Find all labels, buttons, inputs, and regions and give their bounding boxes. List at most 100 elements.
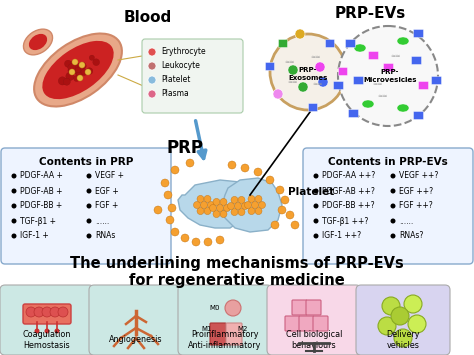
Circle shape	[208, 202, 215, 208]
Circle shape	[204, 196, 211, 202]
FancyBboxPatch shape	[267, 285, 361, 355]
FancyBboxPatch shape	[226, 323, 242, 345]
Circle shape	[58, 77, 66, 85]
Ellipse shape	[42, 41, 114, 99]
FancyBboxPatch shape	[299, 316, 314, 331]
Ellipse shape	[362, 100, 374, 108]
FancyBboxPatch shape	[419, 82, 428, 89]
Circle shape	[35, 328, 39, 333]
Circle shape	[255, 196, 262, 202]
FancyBboxPatch shape	[431, 76, 441, 84]
Ellipse shape	[34, 33, 122, 106]
FancyBboxPatch shape	[1, 148, 171, 264]
Text: RNAs: RNAs	[95, 231, 115, 240]
Circle shape	[64, 60, 72, 67]
Text: PRP: PRP	[166, 139, 203, 157]
Circle shape	[93, 59, 100, 66]
Text: TGF-β1 ++?: TGF-β1 ++?	[322, 217, 368, 225]
Circle shape	[313, 174, 319, 179]
Circle shape	[231, 208, 238, 215]
Circle shape	[75, 67, 81, 73]
Circle shape	[76, 72, 82, 78]
Circle shape	[281, 196, 289, 204]
Circle shape	[70, 60, 77, 67]
Text: ≈≈: ≈≈	[373, 82, 383, 87]
Circle shape	[192, 238, 200, 246]
FancyBboxPatch shape	[279, 39, 288, 48]
Circle shape	[313, 218, 319, 224]
Circle shape	[210, 204, 217, 212]
Circle shape	[166, 216, 174, 224]
Circle shape	[86, 68, 93, 75]
FancyBboxPatch shape	[0, 285, 94, 355]
Circle shape	[68, 64, 75, 71]
Text: Platelet: Platelet	[161, 76, 191, 84]
Text: The underlining mechanisms of PRP-EVs
for regenerative medicine: The underlining mechanisms of PRP-EVs fo…	[70, 256, 404, 288]
FancyBboxPatch shape	[313, 316, 328, 331]
Ellipse shape	[397, 104, 409, 112]
Text: Leukocyte: Leukocyte	[161, 61, 200, 71]
Text: IGF-1 ++?: IGF-1 ++?	[322, 231, 361, 240]
Ellipse shape	[354, 44, 366, 52]
Text: ≈≈: ≈≈	[288, 80, 298, 84]
Circle shape	[318, 77, 328, 87]
Circle shape	[298, 82, 308, 92]
Circle shape	[171, 228, 179, 236]
Text: VEGF +: VEGF +	[95, 171, 124, 180]
Circle shape	[186, 159, 194, 167]
Text: EGF ++?: EGF ++?	[399, 186, 433, 196]
Circle shape	[270, 34, 346, 110]
Circle shape	[391, 218, 395, 224]
Circle shape	[89, 55, 94, 60]
Text: PDGF-AA ++?: PDGF-AA ++?	[322, 171, 375, 180]
Text: VEGF ++?: VEGF ++?	[399, 171, 438, 180]
Circle shape	[148, 62, 156, 70]
Circle shape	[50, 307, 60, 317]
FancyBboxPatch shape	[354, 76, 364, 84]
Circle shape	[313, 234, 319, 239]
FancyBboxPatch shape	[383, 64, 393, 71]
Text: M2: M2	[238, 326, 248, 332]
Text: Contents in PRP: Contents in PRP	[39, 157, 133, 167]
Circle shape	[79, 62, 85, 68]
Text: IGF-1 +: IGF-1 +	[20, 231, 49, 240]
Circle shape	[86, 234, 91, 239]
Circle shape	[34, 307, 44, 317]
Text: PRP-
Microvesicles: PRP- Microvesicles	[363, 70, 417, 82]
FancyBboxPatch shape	[368, 51, 379, 60]
Circle shape	[288, 65, 298, 75]
Text: ......: ......	[95, 217, 109, 225]
Text: ......: ......	[399, 217, 413, 225]
Circle shape	[86, 218, 91, 224]
Circle shape	[391, 203, 395, 208]
Text: ≈≈: ≈≈	[313, 82, 323, 87]
Circle shape	[168, 204, 176, 212]
Circle shape	[171, 166, 179, 174]
Circle shape	[315, 62, 325, 72]
Circle shape	[217, 204, 224, 212]
Circle shape	[295, 29, 305, 39]
Circle shape	[286, 211, 294, 219]
Text: Cell biological
behaviours: Cell biological behaviours	[286, 330, 342, 350]
Circle shape	[252, 202, 258, 208]
Text: Coagulation
Hemostasis: Coagulation Hemostasis	[23, 330, 71, 350]
FancyBboxPatch shape	[413, 29, 423, 38]
Circle shape	[254, 168, 262, 176]
Text: Contents in PRP-EVs: Contents in PRP-EVs	[328, 157, 448, 167]
Circle shape	[391, 307, 409, 325]
FancyBboxPatch shape	[210, 323, 226, 345]
Circle shape	[391, 234, 395, 239]
Circle shape	[241, 164, 249, 172]
Circle shape	[276, 186, 284, 194]
Circle shape	[338, 26, 438, 126]
Circle shape	[255, 208, 262, 214]
Circle shape	[213, 198, 220, 206]
FancyBboxPatch shape	[142, 39, 243, 113]
Circle shape	[75, 66, 82, 73]
Circle shape	[11, 203, 17, 208]
Text: PRP-EVs: PRP-EVs	[334, 6, 406, 22]
Ellipse shape	[23, 29, 53, 55]
Text: Blood: Blood	[124, 11, 172, 26]
Circle shape	[245, 202, 252, 208]
Circle shape	[181, 234, 189, 242]
